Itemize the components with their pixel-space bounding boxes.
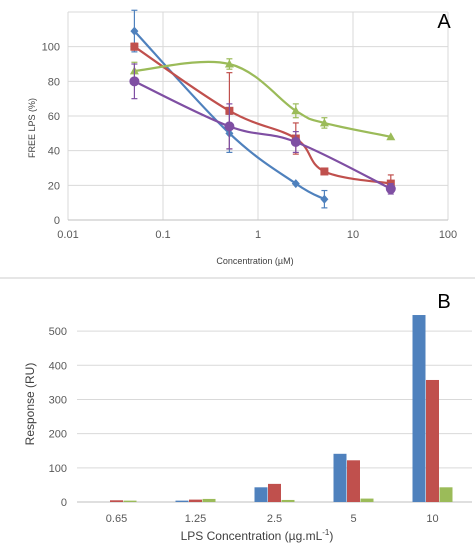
chart-b-gridlines [77, 330, 472, 469]
chart-b-y-ticks: 0 100 200 300 400 500 [49, 326, 67, 509]
chart-b-x-tick-label: 10 [426, 513, 438, 525]
chart-b-bar [412, 315, 426, 502]
chart-b-bar [439, 487, 453, 502]
chart-a-series-line [133, 45, 392, 185]
chart-b-bar [254, 487, 268, 502]
chart-a-point [319, 118, 329, 127]
chart-a-panel-label: A [437, 11, 451, 33]
chart-a-y-axis-label: FREE LPS (%) [27, 98, 37, 158]
chart-b-panel-label: B [437, 291, 450, 313]
chart-a-series-purple [129, 63, 396, 195]
chart-b-bar [281, 499, 295, 502]
chart-a-y-tick-label: 0 [54, 215, 60, 227]
chart-a-y-tick-label: 80 [48, 76, 60, 88]
chart-a-point [320, 194, 329, 204]
chart-a-y-tick-label: 60 [48, 111, 60, 123]
chart-a-point [129, 76, 140, 87]
chart-b-bar [347, 460, 360, 502]
chart-b-x-tick-label: 5 [350, 513, 356, 525]
chart-a-x-axis-label: Concentration (µM) [216, 256, 293, 266]
chart-b-bar [426, 379, 439, 502]
chart-a-point [320, 167, 329, 176]
chart-b-x-tick-label: 0.65 [106, 513, 127, 525]
chart-a-x-tick-label: 0.1 [155, 229, 170, 241]
chart-b-y-tick-label: 500 [49, 326, 67, 338]
chart-a: 0.01 0.1 1 10 100 0 20 40 60 80 100 Concentration… [27, 9, 457, 266]
chart-a-point [290, 137, 301, 147]
chart-b-x-tick-label: 1.25 [185, 513, 206, 525]
chart-b-bar [360, 498, 374, 502]
chart-b-bar [110, 500, 123, 502]
chart-b-y-tick-label: 300 [49, 394, 67, 406]
chart-a-x-tick-label: 1 [255, 229, 261, 241]
chart-b-bar [202, 498, 216, 502]
chart-b-y-tick-label: 400 [49, 360, 67, 372]
chart-a-x-ticks: 0.01 0.1 1 10 100 [57, 229, 457, 241]
chart-a-point [386, 132, 396, 141]
chart-a-x-tick-label: 10 [347, 229, 359, 241]
chart-b-bar [189, 499, 202, 502]
chart-a-x-tick-label: 0.01 [57, 229, 78, 241]
chart-a-point [385, 183, 396, 194]
chart-a-series-line [133, 30, 325, 201]
chart-a-x-tick-label: 100 [439, 229, 457, 241]
chart-b-bar [268, 483, 281, 502]
chart-b-x-ticks: 0.65 1.25 2.5 5 10 [106, 513, 439, 525]
chart-a-point [224, 59, 234, 68]
chart-a-point [224, 121, 235, 132]
chart-a-series [129, 9, 396, 209]
chart-b: 0.65 1.25 2.5 5 10 0 100 200 300 400 500 LPS Conc… [23, 291, 472, 543]
chart-a-point [130, 26, 139, 36]
chart-a-y-tick-label: 40 [48, 146, 60, 158]
chart-a-y-tick-label: 100 [42, 42, 60, 54]
chart-b-y-axis-label: Response (RU) [23, 363, 37, 446]
chart-b-bar [175, 500, 189, 502]
chart-b-bar [123, 500, 137, 502]
chart-a-point [130, 42, 139, 51]
chart-b-y-tick-label: 100 [49, 463, 67, 475]
chart-b-x-axis-label: LPS Concentration (µg.mL-1) [181, 528, 334, 543]
chart-b-y-tick-label: 0 [61, 497, 67, 509]
chart-a-series-line [134, 60, 392, 138]
chart-b-y-tick-label: 200 [49, 429, 67, 441]
chart-b-bars [110, 315, 453, 502]
chart-a-point [291, 106, 301, 115]
chart-b-x-tick-label: 2.5 [267, 513, 282, 525]
chart-a-y-ticks: 0 20 40 60 80 100 [42, 42, 60, 227]
chart-a-series-line [133, 80, 392, 190]
chart-b-bar [333, 453, 347, 502]
chart-a-point [291, 179, 300, 189]
chart-a-y-tick-label: 20 [48, 180, 60, 192]
